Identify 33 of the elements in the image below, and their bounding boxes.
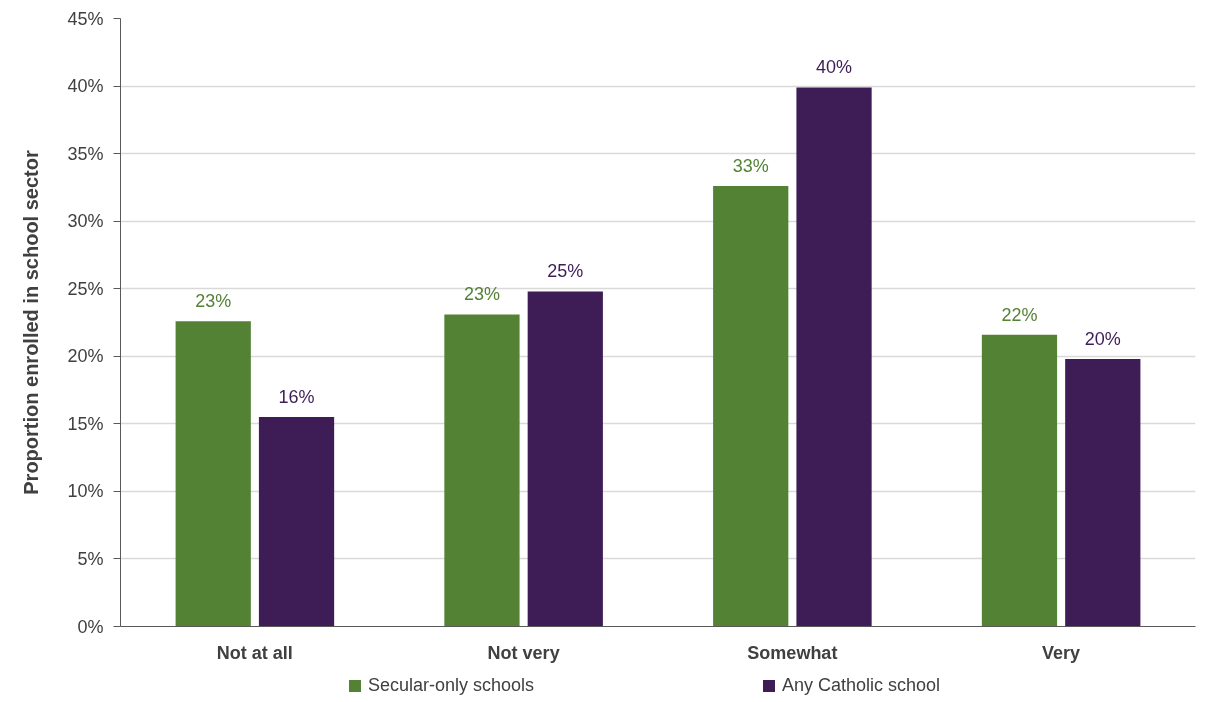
x-tick-label: Not very	[487, 642, 560, 663]
y-tick-label: 0%	[77, 616, 104, 637]
bar	[527, 291, 603, 627]
legend-label: Any Catholic school	[782, 675, 941, 696]
bar	[713, 186, 789, 627]
y-tick-label: 30%	[67, 211, 104, 232]
y-tick-label: 35%	[67, 143, 104, 164]
data-label: 16%	[278, 387, 315, 408]
y-tick-label: 10%	[67, 481, 104, 502]
data-label: 23%	[195, 291, 232, 312]
x-tick-label: Very	[1042, 642, 1081, 663]
data-label: 40%	[816, 57, 853, 78]
y-tick-label: 5%	[77, 548, 104, 569]
data-label: 22%	[1001, 304, 1038, 325]
y-tick-label: 20%	[67, 346, 104, 367]
y-tick-label: 40%	[67, 76, 104, 97]
bar	[1065, 358, 1141, 627]
data-label: 23%	[463, 284, 500, 305]
x-tick-label: Somewhat	[747, 642, 838, 663]
x-tick-label: Not at all	[216, 642, 293, 663]
bar	[444, 314, 520, 627]
bar	[258, 417, 335, 627]
y-tick-label: 15%	[67, 413, 104, 434]
y-tick-label: 45%	[67, 8, 104, 29]
legend-label: Secular-only schools	[368, 675, 535, 696]
data-label: 25%	[547, 261, 584, 282]
bar	[175, 321, 251, 627]
data-label: 33%	[732, 156, 769, 177]
y-tick-label: 25%	[67, 278, 104, 299]
bar	[796, 87, 872, 627]
y-axis-title: Proportion enrolled in school sector	[20, 150, 43, 495]
data-label: 20%	[1084, 328, 1121, 349]
bar	[981, 334, 1058, 627]
